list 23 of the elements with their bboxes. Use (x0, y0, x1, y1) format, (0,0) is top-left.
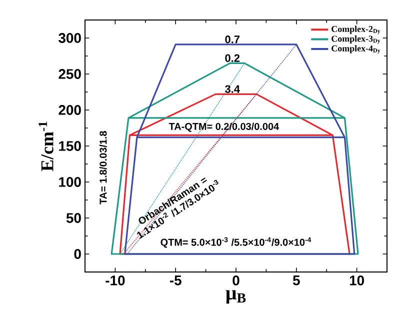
x-tick-label: -10 (106, 276, 125, 286)
legend-label: Complex-3$_{Dy}$ (332, 35, 380, 44)
y-axis-title: E/cm$^{-1}$ (38, 122, 54, 172)
x-axis-title: μ$_{B}$ (226, 290, 246, 304)
y-tick-label: 150 (59, 141, 81, 151)
y-tick-label: 100 (59, 177, 81, 187)
x-tick-label: -5 (170, 276, 182, 286)
annotation: 0.7 (225, 36, 240, 44)
annotation: QTM= 5.0×10$^{-3}$ /5.5×10$^{-4}$/9.0×10$^{-4}$ (160, 237, 312, 248)
legend-label: Complex-4$_{Dy}$ (332, 45, 380, 54)
y-tick-label: 0 (74, 249, 81, 259)
legend-label: Complex-2$_{Dy}$ (332, 26, 380, 34)
x-tick-label: 5 (292, 276, 300, 286)
annotation: TA= 1.8/0.03/1.8 (99, 131, 107, 204)
annotation: 0.2 (225, 54, 240, 62)
annotation: TA-QTM= 0.2/0.03/0.004 (168, 122, 279, 132)
y-tick-label: 300 (58, 33, 81, 43)
y-tick-label: 200 (58, 105, 81, 115)
annotation: 3.4 (225, 85, 240, 93)
y-tick-label: 250 (58, 69, 81, 79)
x-tick-label: 0 (232, 276, 240, 286)
x-tick-label: 10 (350, 276, 364, 286)
y-tick-label: 50 (66, 213, 81, 223)
